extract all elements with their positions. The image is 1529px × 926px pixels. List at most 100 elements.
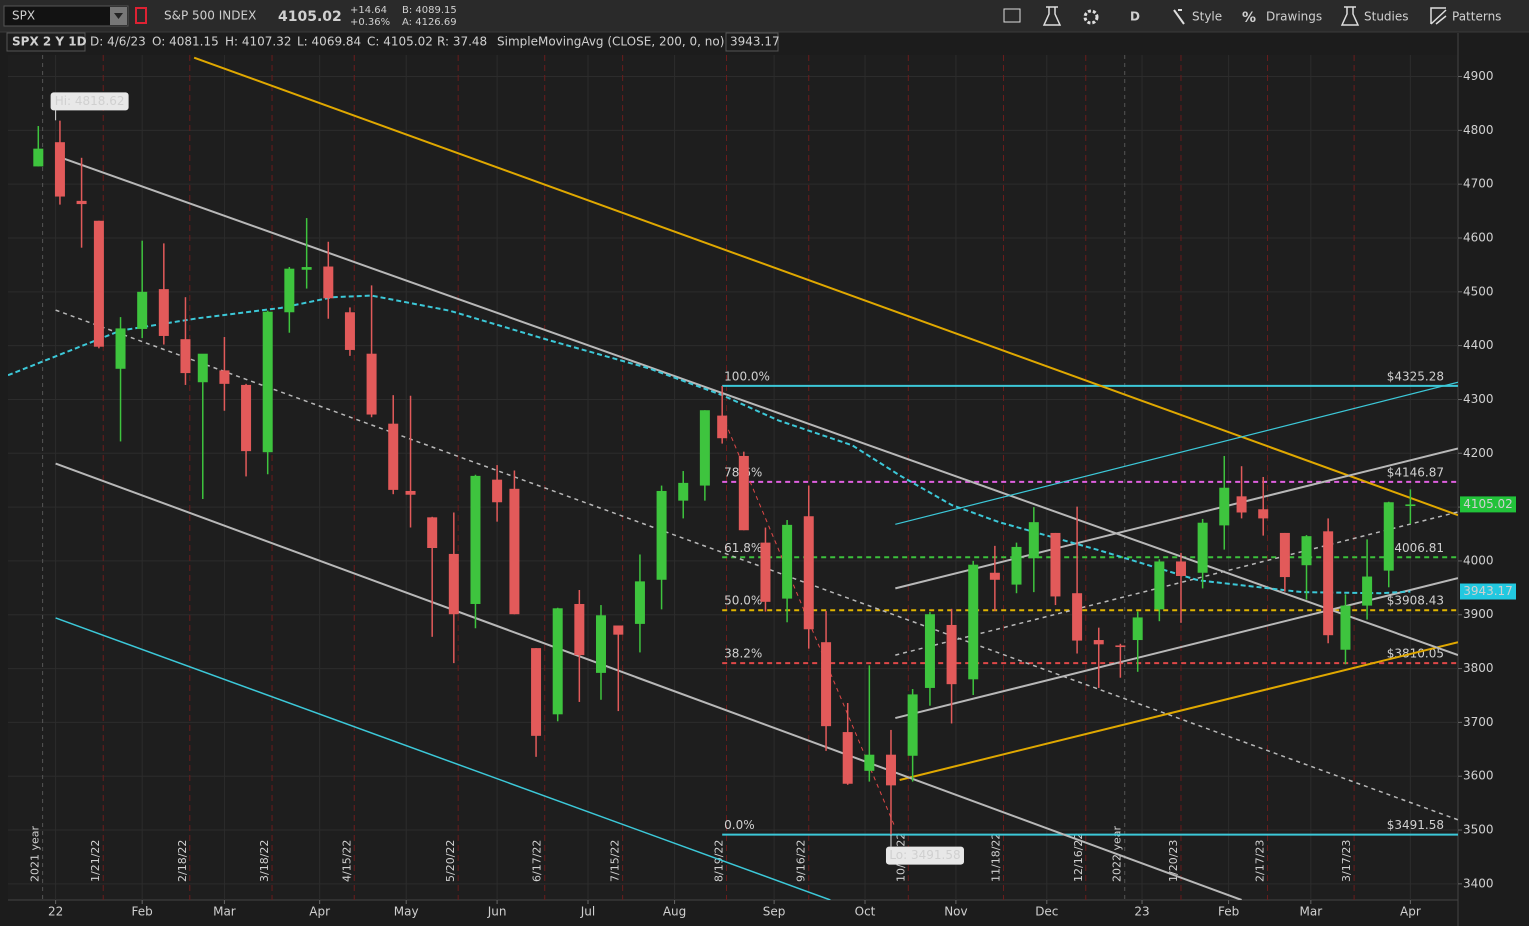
aggregation-button[interactable]: D — [1130, 10, 1140, 24]
info-box — [725, 32, 779, 52]
alert-icon[interactable] — [135, 7, 147, 24]
expiration-label: 11/18/22 — [990, 833, 1003, 882]
symbol-input[interactable] — [3, 5, 129, 27]
y-tick-label: 4700 — [1463, 177, 1494, 191]
candle-body — [803, 516, 814, 630]
menu-style[interactable]: Style — [1192, 10, 1222, 24]
plot-area — [8, 55, 1458, 900]
trendline — [895, 447, 1458, 590]
price-tag — [1460, 583, 1516, 600]
menu-drawings[interactable]: Drawings — [1266, 10, 1322, 24]
candle-body — [699, 410, 710, 486]
x-tick-label: Jun — [487, 905, 507, 919]
settings-button[interactable] — [1083, 9, 1099, 25]
drawings-icon: % — [1242, 10, 1256, 26]
candle-body — [924, 614, 935, 688]
menu-studies[interactable]: Studies — [1364, 10, 1409, 24]
price-tag-label: 4105.02 — [1463, 497, 1513, 511]
symbol: SPX — [12, 9, 35, 23]
candle-body — [1050, 532, 1061, 597]
style-icon — [1173, 9, 1185, 25]
x-tick-label: Jul — [580, 905, 595, 919]
y-tick-label: 4400 — [1463, 338, 1494, 352]
info-date: D: 4/6/23 — [90, 35, 146, 49]
y-tick-label: 4000 — [1463, 553, 1494, 567]
candle-body — [760, 542, 771, 602]
candle-body — [366, 353, 377, 415]
candle-body — [864, 754, 875, 771]
candle-body — [54, 142, 65, 197]
expiration-label: 4/15/22 — [340, 840, 353, 882]
candle-body — [907, 694, 918, 756]
year-label: 2021 year — [29, 825, 42, 882]
candle-body — [1072, 593, 1083, 641]
candle-body — [323, 266, 334, 299]
y-tick-label: 3800 — [1463, 661, 1494, 675]
candle-body — [1197, 522, 1208, 573]
expiration-label: 2/18/22 — [176, 840, 189, 882]
expiration-label: 12/16/22 — [1072, 833, 1085, 882]
patterns-icon — [1430, 7, 1447, 25]
icon-button[interactable] — [1003, 8, 1021, 23]
x-tick-label: Apr — [309, 905, 330, 919]
x-tick-label: Nov — [944, 905, 967, 919]
x-tick-label: 22 — [48, 905, 63, 919]
candle-body — [1323, 531, 1334, 636]
y-tick-label: 4500 — [1463, 284, 1494, 298]
candle-body — [1028, 522, 1039, 559]
x-tick-label: Feb — [1218, 905, 1239, 919]
x-tick-label: Feb — [132, 905, 153, 919]
expiration-label: 5/20/22 — [444, 840, 457, 882]
x-tick-label: Apr — [1400, 905, 1421, 919]
x-tick-label: Oct — [855, 905, 876, 919]
y-tick-label: 3500 — [1463, 823, 1494, 837]
candle-body — [1011, 546, 1022, 585]
overlay: 3400350036003700380039004000410042004300… — [48, 69, 1516, 919]
trendline — [895, 511, 1458, 656]
trendline — [721, 414, 896, 829]
y-tick-label: 4200 — [1463, 446, 1494, 460]
candle-body — [1258, 509, 1269, 519]
y-tick-label: 3700 — [1463, 715, 1494, 729]
dropdown-arrow — [114, 13, 123, 19]
candle-body — [509, 488, 520, 615]
description: S&P 500 INDEX — [164, 9, 256, 23]
candle-body — [388, 423, 399, 490]
last-price: 4105.02 — [278, 9, 342, 25]
y-tick-label: 3600 — [1463, 769, 1494, 783]
y-tick-label: 4800 — [1463, 123, 1494, 137]
fib-label: 100.0% — [724, 369, 770, 383]
x-tick-label: May — [394, 905, 419, 919]
fib-label: 61.8% — [724, 541, 762, 555]
study-value: 3943.17 — [730, 35, 780, 49]
candle-body — [1362, 576, 1373, 606]
extreme-label: Hi: 4818.62 — [55, 94, 125, 108]
candle-body — [405, 490, 416, 495]
candle-body — [448, 553, 459, 615]
candle-body — [427, 517, 438, 549]
extreme-box — [885, 846, 964, 865]
candle-body — [656, 490, 667, 580]
candle-body — [1175, 561, 1186, 576]
menu-patterns[interactable]: Patterns — [1452, 10, 1501, 24]
trendline — [55, 309, 1458, 821]
x-tick-label: Sep — [763, 905, 786, 919]
candle-body — [531, 648, 542, 736]
candle-body — [492, 479, 503, 503]
x-tick-label: Dec — [1035, 905, 1058, 919]
change-percent: +0.36% — [350, 17, 390, 28]
icon-button[interactable] — [1042, 6, 1062, 26]
price-tag — [1460, 496, 1516, 513]
y-tick-label: 3400 — [1463, 876, 1494, 890]
fib-label: 0.0% — [724, 818, 755, 832]
fib-label: 50.0% — [724, 594, 762, 608]
x-tick-label: Mar — [1300, 905, 1323, 919]
candle-body — [1115, 645, 1126, 648]
y-tick-label: 4300 — [1463, 392, 1494, 406]
candle-body — [1093, 640, 1104, 645]
y-tick-label: 3900 — [1463, 607, 1494, 621]
toolbar — [0, 0, 1529, 32]
candle-body — [301, 267, 312, 270]
expiration-label: 2/17/23 — [1254, 840, 1267, 882]
expiration-label: 3/17/23 — [1340, 840, 1353, 882]
